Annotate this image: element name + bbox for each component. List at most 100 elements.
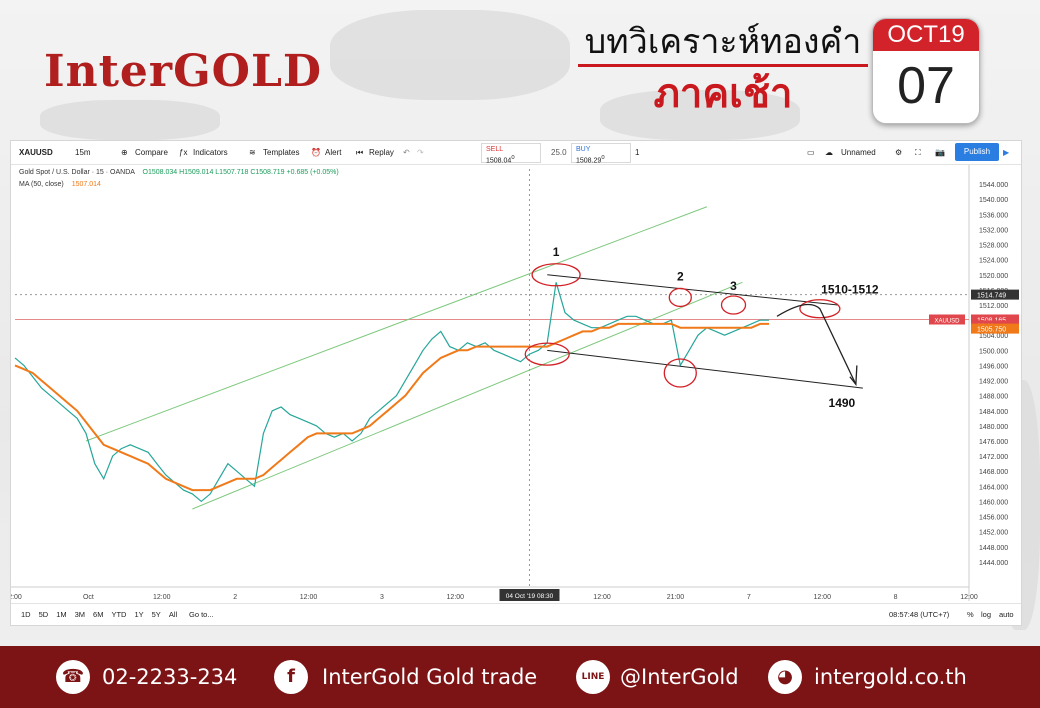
line-icon: LINE	[576, 660, 610, 694]
price-label-value: 1514.749	[977, 293, 1006, 300]
x-tick-label: 2	[233, 594, 237, 601]
auto-toggle[interactable]: auto	[999, 610, 1014, 619]
ma-label: MA (50, close)	[19, 181, 64, 188]
price-label-box	[971, 314, 1019, 325]
price-chart[interactable]: 1544.000 1540.000 1536.000 1532.000 1528.000…	[11, 165, 1021, 605]
crosshair-time-label: 04 Oct '19 08:30	[506, 593, 554, 600]
title-line2: ภาคเช้า	[653, 71, 793, 117]
layout-name[interactable]: Unnamed	[841, 148, 876, 157]
indicators-button[interactable]: Indicators	[193, 148, 228, 157]
range-1d[interactable]: 1D	[21, 610, 31, 619]
calendar-day: 07	[897, 57, 955, 115]
y-tick-label: 1452.000	[979, 530, 1008, 537]
x-tick-label: 2:00	[11, 594, 22, 601]
y-tick-label: 1524.000	[979, 258, 1008, 265]
annotation-circle	[663, 358, 697, 388]
range-1y[interactable]: 1Y	[134, 610, 144, 619]
quantity-field[interactable]: 1	[635, 148, 640, 157]
compare-icon: ⊕	[121, 148, 128, 157]
replay-button[interactable]: Replay	[369, 148, 394, 157]
buy-label: BUY	[576, 146, 591, 153]
price-label-box	[971, 289, 1019, 300]
publish-button[interactable]: Publish	[955, 143, 999, 161]
annotation-circle	[720, 295, 747, 315]
x-tick-label: 12:00	[813, 594, 831, 601]
buy-price: 1508.290	[576, 155, 605, 165]
range-all[interactable]: All	[168, 610, 178, 619]
y-tick-label: 1504.000	[979, 333, 1008, 340]
price-label-box	[971, 323, 1019, 334]
play-icon[interactable]: ▶	[1003, 148, 1010, 157]
spread-value: 25.0	[551, 148, 567, 157]
annotation-circle	[668, 287, 692, 308]
footer-line: @InterGold	[620, 665, 739, 689]
title-line1: บทวิเคราะห์ทองคำ	[584, 22, 862, 62]
templates-button[interactable]: Templates	[263, 148, 300, 157]
x-tick-label: 12:00	[960, 594, 978, 601]
cloud-icon: ☁	[825, 148, 833, 157]
calendar-badge: OCT19 07	[872, 18, 980, 124]
ohlc-values: O1508.034 H1509.014 L1507.718 C1508.719 …	[142, 169, 339, 176]
buy-button[interactable]: BUY 1508.290	[571, 143, 631, 165]
x-tick-label: 12:00	[300, 594, 318, 601]
y-tick-label: 1540.000	[979, 197, 1008, 204]
y-tick-label: 1472.000	[979, 454, 1008, 461]
log-toggle[interactable]: log	[981, 610, 992, 619]
y-tick-label: 1496.000	[979, 363, 1008, 370]
y-tick-label: 1492.000	[979, 379, 1008, 386]
x-tick-label: 8	[894, 594, 898, 601]
symbol-selector[interactable]: XAUUSD	[19, 148, 53, 157]
y-tick-label: 1544.000	[979, 182, 1008, 189]
ma-series-line	[14, 322, 769, 492]
redo-icon[interactable]: ↷	[417, 148, 424, 157]
price-label-tag	[929, 314, 965, 325]
header-title: บทวิเคราะห์ทองคำ ภาคเช้า	[578, 22, 868, 117]
goto-button[interactable]: Go to...	[189, 610, 214, 619]
range-5y[interactable]: 5Y	[151, 610, 161, 619]
y-tick-label: 1488.000	[979, 394, 1008, 401]
range-ytd[interactable]: YTD	[111, 610, 127, 619]
camera-icon[interactable]: 📷	[935, 148, 945, 157]
settings-icon[interactable]: ⚙	[895, 148, 903, 157]
layout-icon[interactable]: ▭	[807, 148, 815, 157]
instrument-name: Gold Spot / U.S. Dollar · 15 · OANDA	[19, 169, 135, 176]
x-tick-label: 12:00	[593, 594, 611, 601]
y-tick-label: 1484.000	[979, 409, 1008, 416]
forecast-arrow	[776, 303, 857, 385]
range-3m[interactable]: 3M	[74, 610, 86, 619]
y-tick-label: 1480.000	[979, 424, 1008, 431]
ma-legend: MA (50, close) 1507.014	[19, 181, 101, 188]
annotation-label: 1	[553, 245, 560, 259]
y-tick-label: 1448.000	[979, 545, 1008, 552]
range-6m[interactable]: 6M	[93, 610, 104, 619]
footer-facebook: InterGold Gold trade	[322, 665, 538, 689]
interval-selector[interactable]: 15m	[75, 148, 91, 157]
y-tick-label: 1512.000	[979, 303, 1008, 310]
sell-button[interactable]: SELL 1508.040	[481, 143, 541, 165]
globe-icon: ◕	[768, 660, 802, 694]
y-tick-label: 1500.000	[979, 348, 1008, 355]
footer-bar: ☎ 02-2233-234 f InterGold Gold trade LIN…	[0, 646, 1040, 708]
alert-button[interactable]: Alert	[325, 148, 342, 157]
templates-icon: ≋	[249, 148, 256, 157]
annotation-label: 1490	[829, 396, 856, 410]
range-5d[interactable]: 5D	[38, 610, 49, 619]
compare-button[interactable]: Compare	[135, 148, 168, 157]
crosshair-time-badge	[499, 589, 560, 601]
percent-toggle[interactable]: %	[967, 610, 974, 619]
sell-label: SELL	[486, 146, 504, 153]
annotation-label: 3	[730, 279, 737, 293]
alert-icon: ⏰	[311, 148, 321, 157]
annotation-circle	[524, 342, 570, 366]
x-tick-label: 3	[380, 594, 384, 601]
range-1m[interactable]: 1M	[56, 610, 67, 619]
x-tick-label: 12:00	[447, 594, 465, 601]
x-tick-label: 12:00	[153, 594, 171, 601]
sell-price: 1508.040	[486, 155, 515, 165]
chart-panel: XAUUSD 15m ⊕ Compare ƒx Indicators ≋ Tem…	[10, 140, 1022, 626]
title-divider	[578, 64, 868, 67]
undo-icon[interactable]: ↶	[403, 148, 410, 157]
footer-web: intergold.co.th	[814, 665, 967, 689]
resistance-line	[547, 274, 838, 306]
fullscreen-icon[interactable]: ⛶	[915, 148, 921, 157]
